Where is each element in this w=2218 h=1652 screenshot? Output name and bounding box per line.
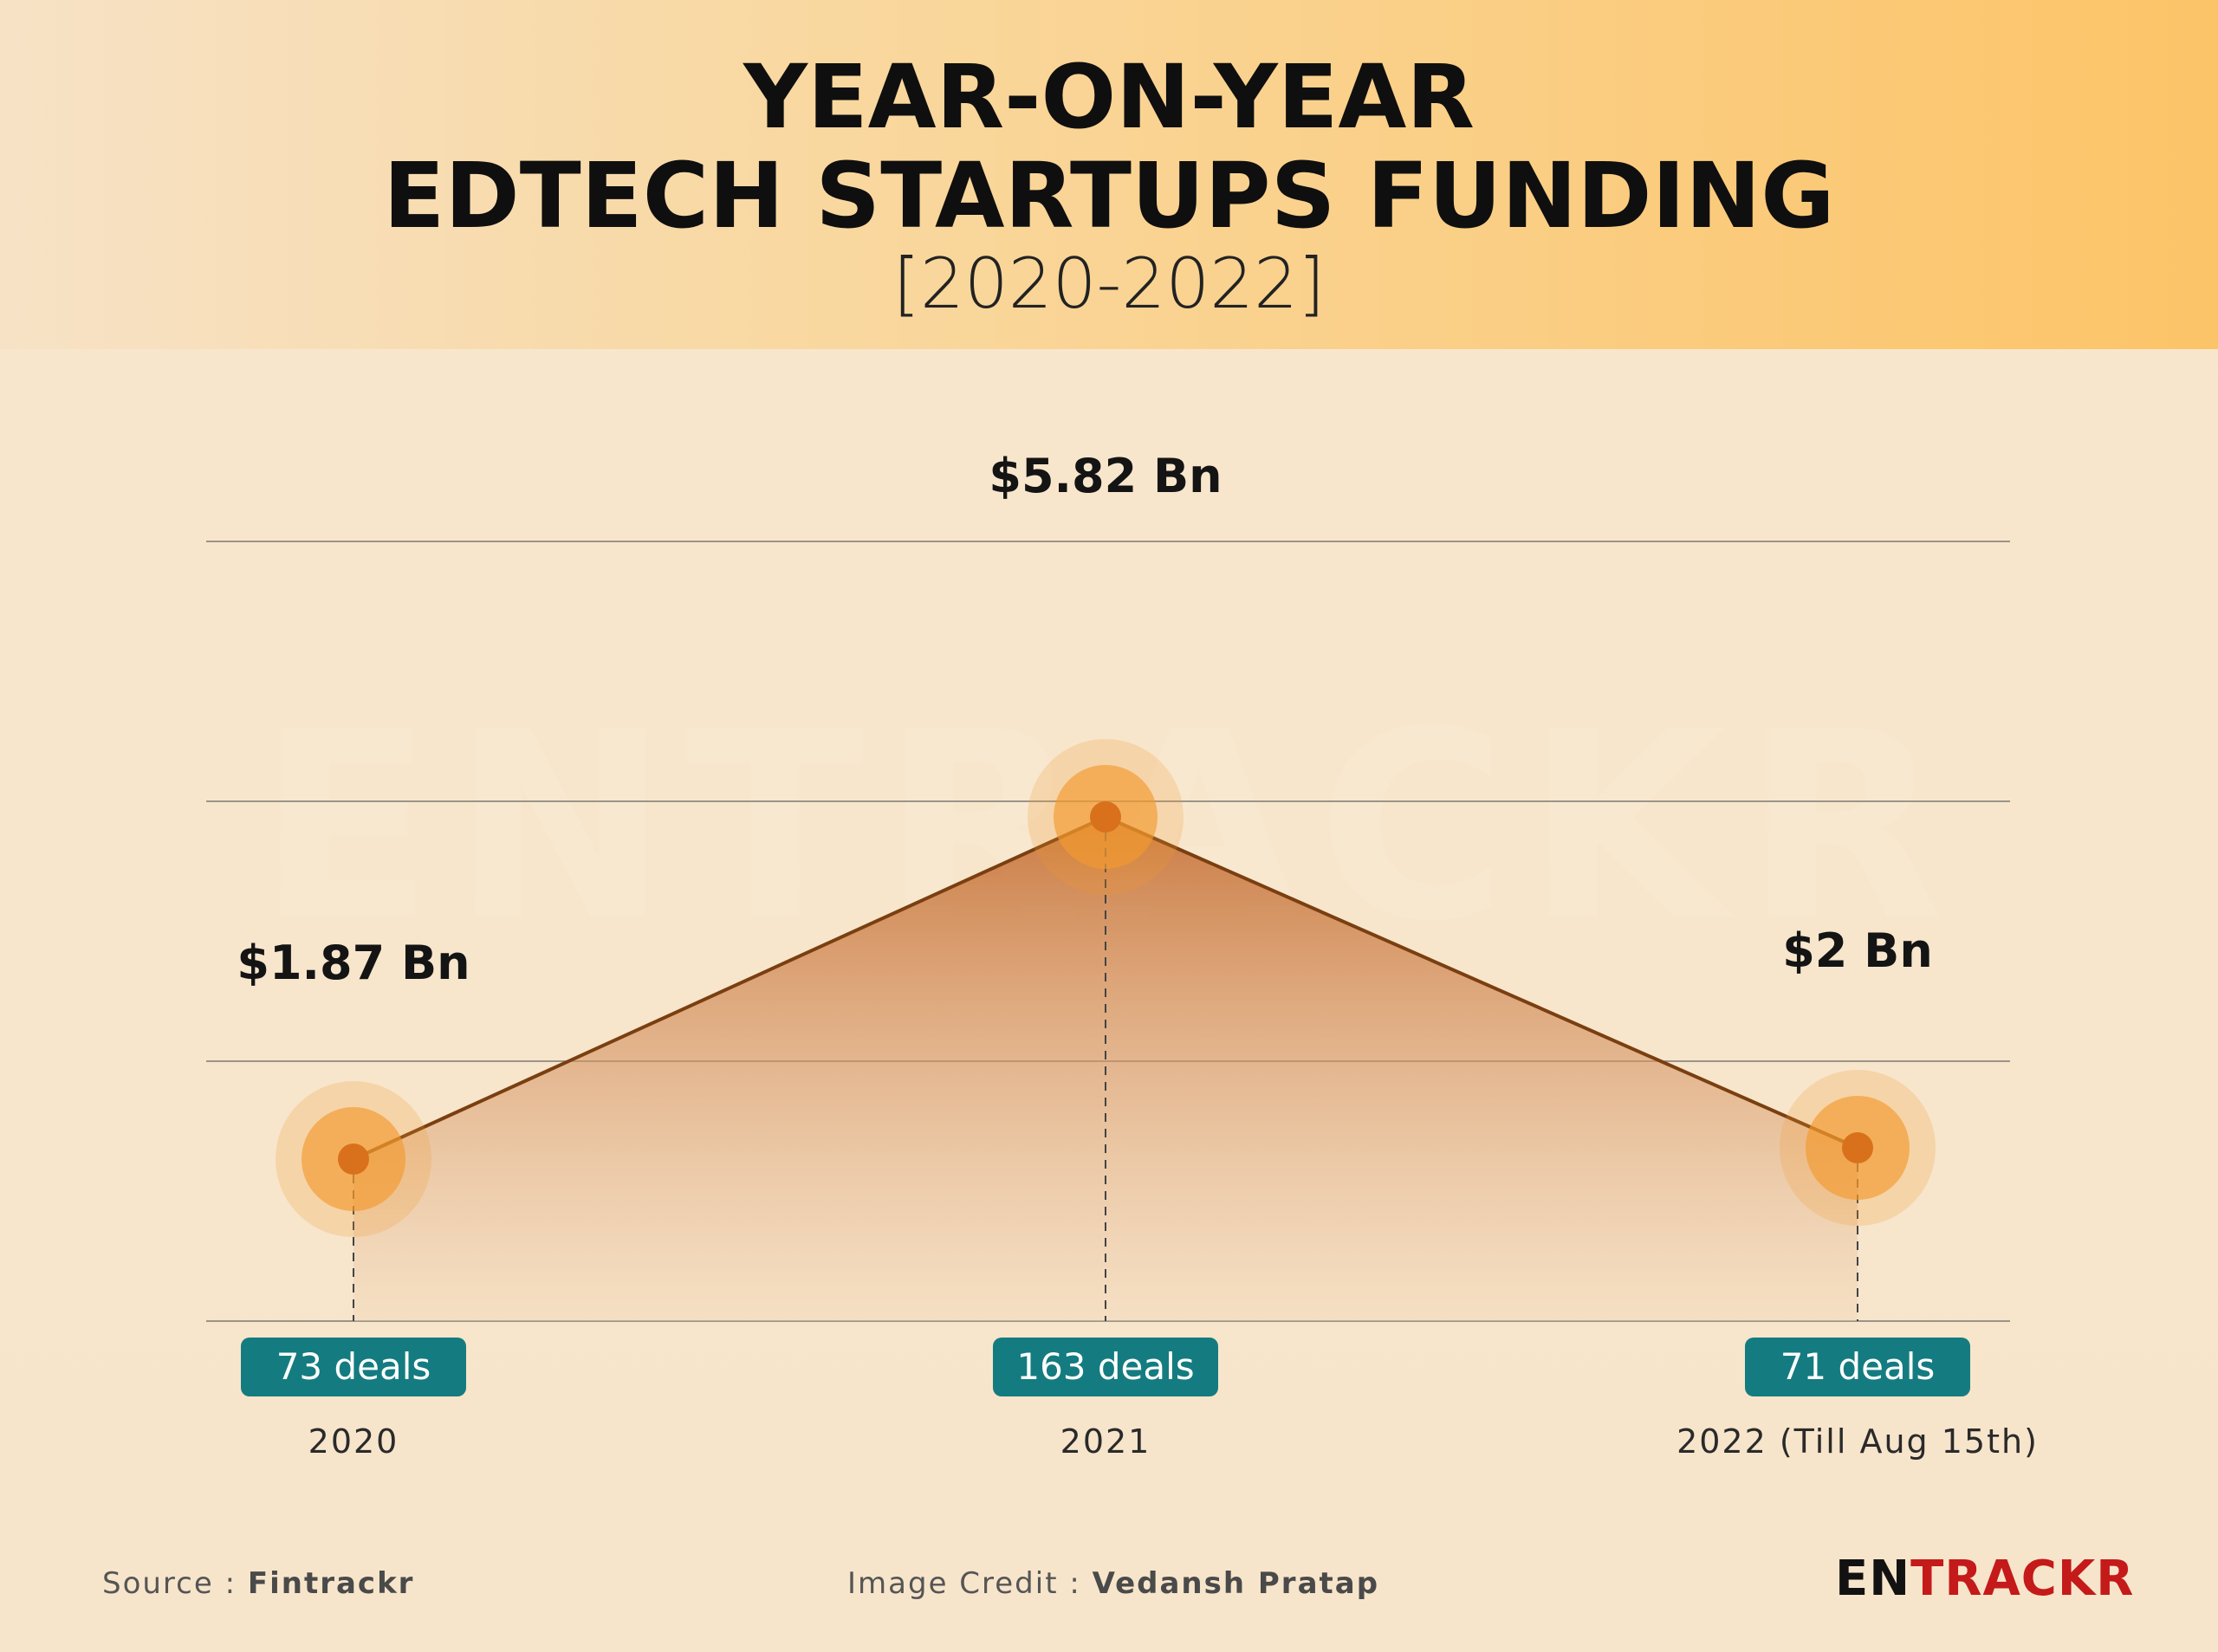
credit-prefix: Image Credit : xyxy=(847,1566,1093,1601)
image-credit: Image Credit : Vedansh Pratap xyxy=(847,1566,1379,1601)
value-label: $5.82 Bn xyxy=(989,449,1222,503)
x-tick-label: 2021 xyxy=(1060,1422,1151,1461)
subtitle: [2020-2022] xyxy=(892,243,1326,324)
brand-part-2: TRACKR xyxy=(1910,1551,2135,1607)
marker-dot-0 xyxy=(338,1143,369,1175)
source-credit: Source : Fintrackr xyxy=(102,1566,414,1601)
entrackr-logo: ENTRACKR xyxy=(1835,1551,2134,1607)
deals-badge: 73 deals xyxy=(241,1338,466,1396)
value-label: $2 Bn xyxy=(1782,923,1933,978)
source-name: Fintrackr xyxy=(247,1566,415,1601)
x-tick-label: 2022 (Till Aug 15th) xyxy=(1676,1422,2039,1461)
deals-badge: 71 deals xyxy=(1745,1338,1970,1396)
marker-dot-1 xyxy=(1090,801,1121,832)
x-tick-label: 2020 xyxy=(308,1422,399,1461)
value-label: $1.87 Bn xyxy=(237,936,470,990)
title-line-1: YEAR-ON-YEAR xyxy=(743,46,1475,149)
brand-part-1: EN xyxy=(1835,1551,1911,1607)
marker-dot-2 xyxy=(1842,1132,1873,1163)
credit-name: Vedansh Pratap xyxy=(1092,1566,1380,1601)
title-line-2: EDTECH STARTUPS FUNDING xyxy=(383,143,1835,249)
header-banner: YEAR-ON-YEAR EDTECH STARTUPS FUNDING [20… xyxy=(0,0,2218,349)
deals-badge: 163 deals xyxy=(993,1338,1218,1396)
source-prefix: Source : xyxy=(102,1566,248,1601)
drop-lines xyxy=(353,817,1858,1321)
markers xyxy=(276,739,1936,1237)
